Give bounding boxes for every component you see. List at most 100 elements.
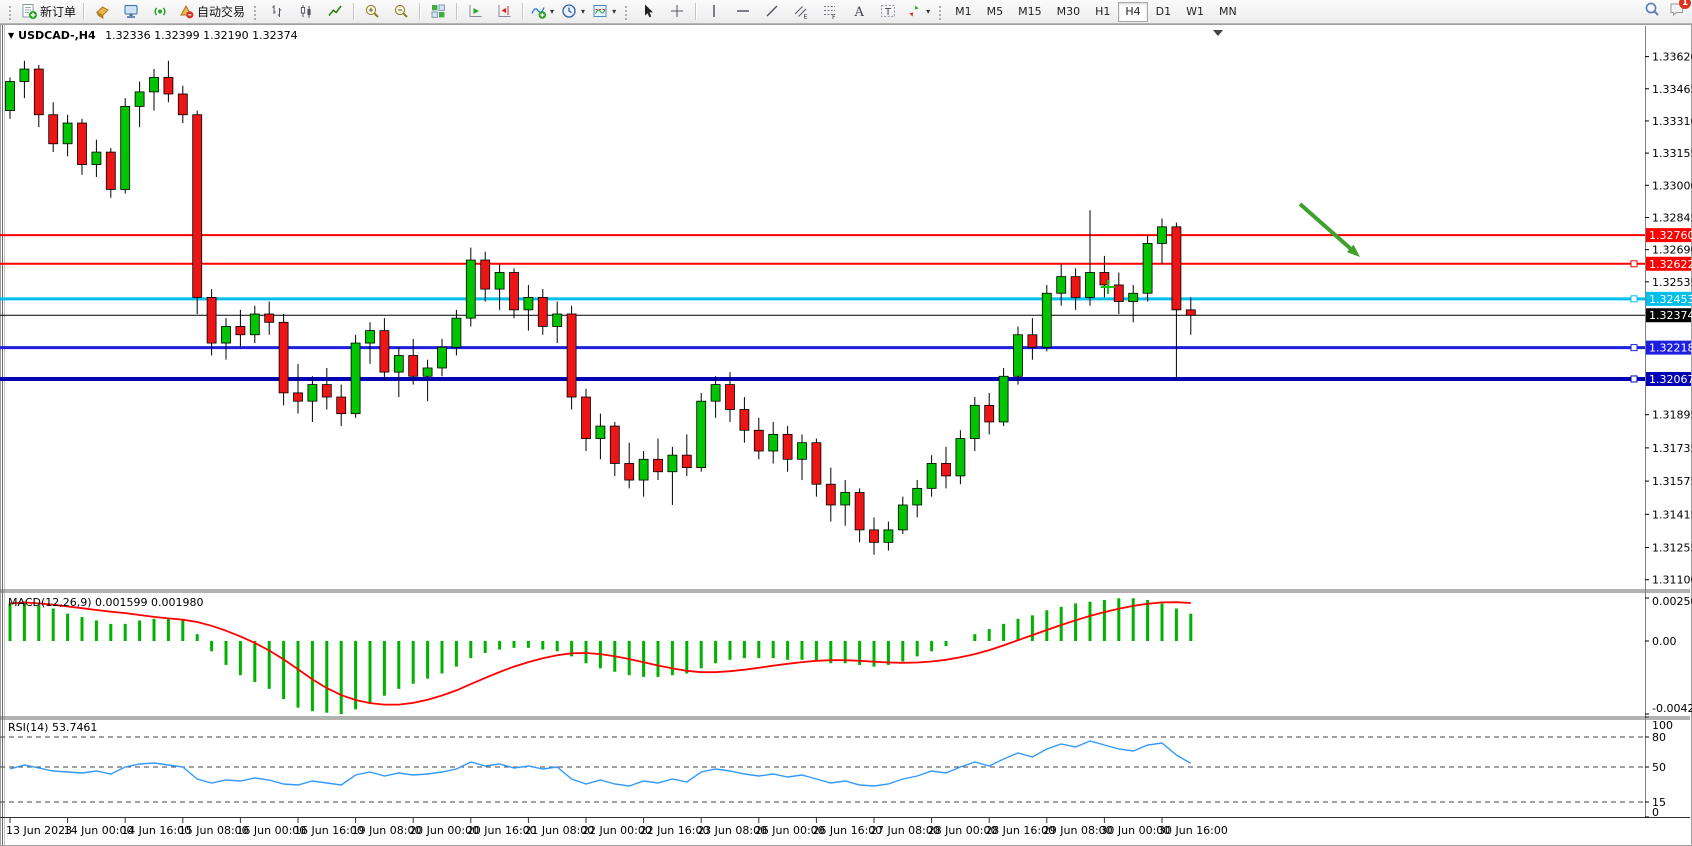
signals-button[interactable] xyxy=(146,1,174,23)
level-price-label: 1.32622 xyxy=(1649,258,1692,271)
chart-shift-marker-icon[interactable] xyxy=(1213,30,1223,36)
timeframe-mn-button[interactable]: MN xyxy=(1219,5,1237,18)
macd-scale-label: -0.004283 xyxy=(1652,702,1692,715)
price-axis-ticks: 1.33620 1.33465 1.33310 1.33155 1.33000 1.328… xyxy=(1645,51,1692,818)
macd-scale-label: 0.00 xyxy=(1652,635,1677,648)
plus-marker-annotation[interactable] xyxy=(1101,280,1115,294)
svg-text:22 Jun 00:00: 22 Jun 00:00 xyxy=(582,824,652,837)
ohlc-bars-icon xyxy=(269,3,286,20)
timeframe-h4-button[interactable]: H4 xyxy=(1118,1,1148,22)
bar-chart-button[interactable] xyxy=(263,1,291,23)
toolbar-grip[interactable] xyxy=(8,3,13,20)
rsi-scale-label: 100 xyxy=(1652,719,1673,732)
cursor-button[interactable] xyxy=(634,1,662,23)
text-button[interactable]: A xyxy=(845,1,873,23)
line-chart-button[interactable] xyxy=(321,1,349,23)
periods-button[interactable]: ▾ xyxy=(558,1,588,23)
svg-text:A: A xyxy=(853,5,864,20)
svg-text:1.31255: 1.31255 xyxy=(1652,542,1692,555)
rsi-scale-label: 50 xyxy=(1652,761,1666,774)
toolbar-grip[interactable] xyxy=(624,3,630,20)
indicators-button[interactable]: ▾ xyxy=(527,1,557,23)
pane-separators[interactable] xyxy=(0,589,1690,720)
svg-text:1.33000: 1.33000 xyxy=(1652,179,1692,192)
rsi-scale-label: 15 xyxy=(1652,796,1666,809)
svg-text:23 Jun 08:00: 23 Jun 08:00 xyxy=(697,824,767,837)
search-button[interactable] xyxy=(1644,1,1661,22)
svg-text:1.33155: 1.33155 xyxy=(1652,147,1692,160)
metaeditor-button[interactable] xyxy=(117,1,145,23)
tile-windows-button[interactable] xyxy=(424,1,452,23)
rsi-indicator-header: RSI(14) 53.7461 xyxy=(8,721,98,734)
timeframe-m1-button[interactable]: M1 xyxy=(955,5,972,18)
notification-badge: 1 xyxy=(1679,0,1691,9)
trendline-button[interactable] xyxy=(758,1,786,23)
arrows-button[interactable]: ▾ xyxy=(903,1,933,23)
candlestick-series xyxy=(5,60,1196,555)
dropdown-caret-icon[interactable]: ▾ xyxy=(926,7,931,16)
new-order-button[interactable]: 新订单 xyxy=(18,1,79,23)
level-line-handle[interactable] xyxy=(1630,295,1638,303)
svg-text:T: T xyxy=(884,7,892,18)
svg-text:13 Jun 2023: 13 Jun 2023 xyxy=(6,824,72,837)
level-line-handle[interactable] xyxy=(1630,344,1638,352)
zoom-in-button[interactable] xyxy=(358,1,386,23)
depth-of-market-button[interactable] xyxy=(88,1,116,23)
channel-button[interactable]: E xyxy=(787,1,815,23)
rsi-scale-label: 80 xyxy=(1652,731,1666,744)
templates-button[interactable]: ▾ xyxy=(589,1,619,23)
arrows-icon xyxy=(906,3,923,20)
fibonacci-icon: F xyxy=(822,3,839,20)
vertical-line-icon xyxy=(706,3,723,20)
dropdown-caret-icon[interactable]: ▾ xyxy=(581,7,586,16)
crosshair-button[interactable] xyxy=(663,1,691,23)
svg-text:1.31100: 1.31100 xyxy=(1652,574,1692,587)
level-price-label-box xyxy=(1646,340,1691,355)
toolbar-grip[interactable] xyxy=(253,3,259,20)
trendline-icon xyxy=(764,3,781,20)
chart-title-bar: ▼ USDCAD-,H4 1.32336 1.32399 1.32190 1.32… xyxy=(8,29,298,42)
timeframe-h1-button[interactable]: H1 xyxy=(1095,5,1111,18)
autotrading-button[interactable]: 自动交易 xyxy=(175,1,248,23)
monitor-icon xyxy=(123,3,140,20)
timeframe-m5-button[interactable]: M5 xyxy=(986,5,1004,18)
chart-shift-button[interactable] xyxy=(490,1,518,23)
toolbar-grip[interactable] xyxy=(938,3,944,20)
horizontal-line-button[interactable] xyxy=(729,1,757,23)
timeframe-m15-button[interactable]: M15 xyxy=(1018,5,1042,18)
timeframe-w1-button[interactable]: W1 xyxy=(1186,5,1204,18)
auto-scroll-button[interactable] xyxy=(461,1,489,23)
level-line-handle[interactable] xyxy=(1630,375,1638,383)
cursor-icon xyxy=(640,3,657,20)
timeframe-d1-button[interactable]: D1 xyxy=(1155,5,1172,18)
macd-scale-label: 0.002502 xyxy=(1652,595,1692,608)
one-click-trading-toggle-icon[interactable]: ▼ xyxy=(8,31,15,40)
candlestick-button[interactable] xyxy=(292,1,320,23)
toolbar-separator xyxy=(419,3,421,20)
autotrade-icon xyxy=(178,3,195,20)
svg-text:1.31415: 1.31415 xyxy=(1652,508,1692,521)
level-line-handle[interactable] xyxy=(1630,260,1638,268)
dropdown-caret-icon[interactable]: ▾ xyxy=(550,7,555,16)
chat-button[interactable]: 1 xyxy=(1669,0,1691,22)
zoom-out-button[interactable] xyxy=(387,1,415,23)
svg-text:28 Jun 16:00: 28 Jun 16:00 xyxy=(985,824,1055,837)
arrow-annotation[interactable] xyxy=(1298,202,1357,255)
timeframe-m30-button[interactable]: M30 xyxy=(1056,5,1081,18)
crosshair-icon xyxy=(669,3,686,20)
zoom-in-icon xyxy=(364,3,381,20)
level-price-label: 1.32218 xyxy=(1649,342,1692,355)
svg-text:F: F xyxy=(832,13,836,20)
level-price-label-box xyxy=(1646,256,1691,271)
dropdown-caret-icon[interactable]: ▾ xyxy=(612,7,617,16)
text-label-button[interactable]: T xyxy=(874,1,902,23)
svg-text:27 Jun 08:00: 27 Jun 08:00 xyxy=(870,824,940,837)
vertical-line-button[interactable] xyxy=(700,1,728,23)
svg-text:1.32535: 1.32535 xyxy=(1652,276,1692,289)
zoom-out-icon xyxy=(393,3,410,20)
fibonacci-button[interactable]: F xyxy=(816,1,844,23)
current-price-label-box xyxy=(1646,308,1691,323)
arrow-annotation-head[interactable] xyxy=(1346,244,1360,257)
